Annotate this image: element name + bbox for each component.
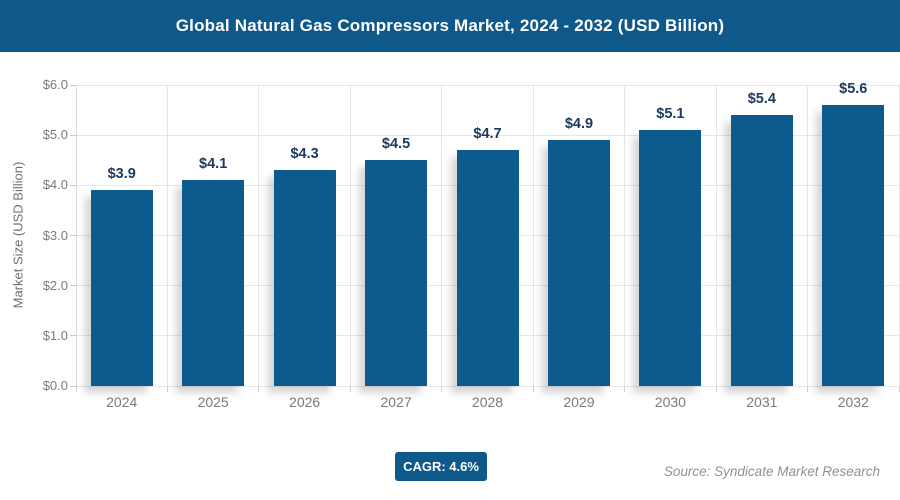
x-axis-tick-label: 2029	[563, 394, 595, 410]
bar-value-label: $4.7	[473, 126, 502, 143]
bar	[90, 190, 153, 386]
x-axis-tick	[166, 386, 168, 392]
vertical-gridline	[349, 85, 351, 386]
y-axis-tick-label: $2.0	[42, 277, 68, 293]
y-axis-tick-label: $4.0	[42, 177, 68, 193]
vertical-gridline	[532, 85, 534, 386]
bar-value-label: $5.4	[747, 91, 776, 108]
vertical-gridline	[898, 85, 900, 386]
bar	[456, 150, 519, 386]
y-axis-line	[76, 85, 77, 386]
x-axis-tick	[349, 386, 351, 392]
bar-value-label: $3.9	[107, 166, 136, 183]
y-axis-tick-label: $0.0	[42, 378, 68, 393]
y-axis-tick	[70, 184, 76, 186]
x-axis-tick-label: 2024	[106, 394, 138, 410]
x-axis-tick-label: 2028	[471, 394, 504, 410]
y-axis-tick	[70, 134, 76, 136]
y-axis-tick	[70, 235, 76, 236]
horizontal-gridline	[76, 134, 899, 136]
y-axis-tick-label: $6.0	[42, 77, 68, 92]
horizontal-gridline	[76, 385, 899, 387]
bar	[273, 170, 336, 386]
y-axis-tick	[70, 285, 76, 287]
bar-value-label: $4.1	[199, 156, 228, 173]
vertical-gridline	[807, 85, 809, 386]
vertical-gridline	[166, 85, 168, 386]
x-axis-tick	[75, 386, 77, 392]
y-axis-tick	[70, 84, 76, 86]
x-axis-tick-label: 2032	[837, 394, 869, 410]
y-axis-tick-label: $1.0	[42, 327, 68, 343]
x-axis-tick	[258, 386, 260, 392]
bar	[182, 180, 245, 386]
bar-value-label: $4.3	[290, 146, 319, 163]
bar	[547, 140, 610, 386]
vertical-gridline	[624, 85, 626, 386]
x-axis-tick	[715, 386, 717, 392]
bar	[730, 115, 793, 386]
bar-value-label: $4.9	[564, 116, 594, 133]
bar-value-label: $5.1	[656, 106, 685, 123]
x-axis-tick-label: 2026	[289, 394, 321, 410]
chart-title: Global Natural Gas Compressors Market, 2…	[175, 16, 725, 35]
plot-area: $0.0 $1.0 $2.0 $3.0 $4.0 $5.0 $6.0 $3.9 2024 $4.1…	[43, 77, 900, 410]
y-axis-tick	[70, 385, 76, 387]
bar-value-label: $4.5	[381, 136, 411, 153]
cagr-badge: CAGR: 4.6%	[395, 452, 487, 481]
source-attribution: Source: Syndicate Market Research	[663, 464, 880, 479]
bar	[822, 105, 885, 386]
bar	[639, 130, 702, 386]
vertical-gridline	[441, 85, 443, 386]
chart-title-bar: Global Natural Gas Compressors Market, 2…	[0, 0, 900, 52]
x-axis-tick	[807, 386, 809, 392]
x-axis-tick	[532, 386, 534, 392]
y-axis-tick-label: $3.0	[42, 227, 68, 243]
y-axis-tick	[70, 335, 76, 337]
x-axis-tick	[624, 386, 626, 392]
bar-value-label: $5.6	[839, 81, 868, 98]
x-axis-tick	[441, 386, 443, 392]
horizontal-gridline	[76, 84, 899, 86]
x-axis-tick-label: 2030	[654, 394, 686, 410]
y-axis-tick-label: $5.0	[42, 127, 68, 143]
x-axis-tick-label: 2025	[197, 394, 229, 410]
x-axis-tick	[898, 386, 900, 392]
x-axis-tick-label: 2031	[746, 394, 778, 410]
vertical-gridline	[715, 85, 717, 386]
vertical-gridline	[258, 85, 260, 386]
bar	[365, 160, 428, 386]
x-axis-tick-label: 2027	[380, 394, 412, 410]
